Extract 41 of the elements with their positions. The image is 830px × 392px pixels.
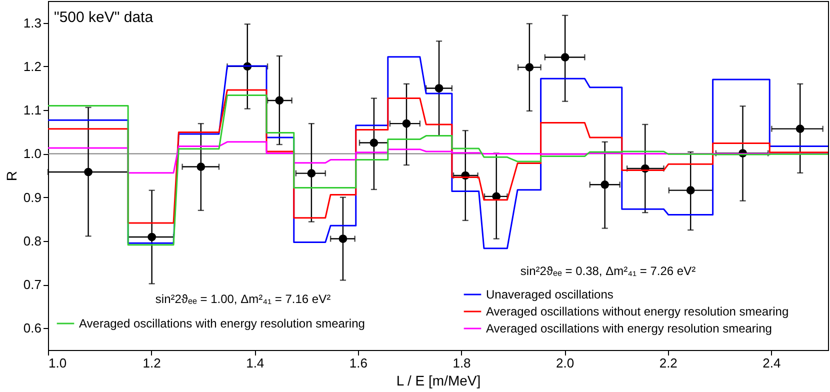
y-tick-label: 0.8 <box>23 233 42 248</box>
point <box>338 234 348 243</box>
legend-label: Averaged oscillations without energy resolution smearing <box>486 304 789 318</box>
legend-label: Unaveraged oscillations <box>486 288 614 302</box>
y-tick-label: 0.9 <box>23 190 42 205</box>
annotation: sin²2ϑₑₑ = 0.38, Δm²₄₁ = 7.26 eV² <box>520 264 696 278</box>
line-series <box>48 141 828 174</box>
legend-label: Averaged oscillations with energy resolution smearing <box>486 322 772 336</box>
point <box>307 169 316 178</box>
point <box>370 138 378 147</box>
point <box>686 186 695 195</box>
y-axis-title: R <box>3 170 20 182</box>
y-tick-label: 1.2 <box>23 58 42 74</box>
x-tick-label: 2.4 <box>762 356 781 370</box>
x-tick-label: 1.6 <box>349 356 368 370</box>
point <box>560 53 570 62</box>
y-tick-label: 0.7 <box>23 277 42 292</box>
point <box>275 96 284 105</box>
x-axis-title: L / E [m/MeV] <box>396 372 481 388</box>
x-tick-label: 1.8 <box>452 356 471 370</box>
annotation: sin²2ϑₑₑ = 1.00, Δm²₄₁ = 7.16 eV² <box>155 292 331 306</box>
point <box>148 232 156 242</box>
point <box>196 162 206 171</box>
y-tick-label: 1.1 <box>23 102 42 118</box>
point <box>525 63 534 72</box>
x-tick-label: 1.2 <box>142 356 161 370</box>
line-series <box>48 94 828 246</box>
point <box>796 124 804 133</box>
point <box>402 119 411 128</box>
x-tick-label: 2.2 <box>659 356 678 370</box>
x-tick-label: 1.0 <box>48 356 67 370</box>
legend-label: Averaged oscillations with energy resolution smearing <box>79 316 365 330</box>
point <box>84 168 92 176</box>
x-tick-label: 2.0 <box>556 356 574 370</box>
point <box>600 180 610 189</box>
y-tick-label: 1.3 <box>23 15 42 30</box>
point <box>434 84 444 92</box>
x-tick-label: 1.4 <box>246 356 264 370</box>
annotation: "500 keV" data <box>54 9 154 26</box>
y-tick-label: 1.0 <box>23 146 42 162</box>
y-tick-label: 0.6 <box>23 320 42 336</box>
